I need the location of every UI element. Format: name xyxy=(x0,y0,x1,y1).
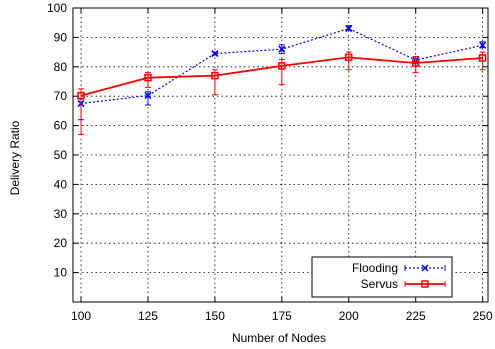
legend-label-flooding: Flooding xyxy=(352,261,398,275)
marker-stroke xyxy=(144,92,152,100)
y-tick-label: 80 xyxy=(54,60,68,74)
data-point-servus xyxy=(278,62,286,70)
y-tick-label: 100 xyxy=(47,1,67,15)
x-tick-label: 150 xyxy=(205,309,225,323)
x-axis-label: Number of Nodes xyxy=(232,331,326,345)
x-tick-label: 250 xyxy=(473,309,493,323)
marker-stroke xyxy=(421,264,429,272)
data-point-servus xyxy=(211,71,219,80)
legend-sample-flooding xyxy=(404,264,446,272)
marker-stroke xyxy=(345,25,353,33)
series-servus xyxy=(77,51,487,135)
legend-marker-servus xyxy=(421,280,429,288)
data-point-flooding xyxy=(345,25,353,33)
x-tick-label: 175 xyxy=(272,309,292,323)
data-point-flooding xyxy=(278,45,286,53)
data-point-servus xyxy=(345,53,353,62)
x-tick-labels: 100 125 150 175 200 225 250 xyxy=(71,309,493,323)
y-tick-label: 20 xyxy=(54,236,68,250)
marker-stroke xyxy=(479,41,487,49)
marker-stroke xyxy=(278,45,286,53)
data-point-servus xyxy=(77,91,85,100)
data-point-flooding xyxy=(479,41,487,49)
axis-ticks xyxy=(73,7,488,302)
data-point-flooding xyxy=(211,50,219,58)
marker-stroke xyxy=(211,50,219,58)
legend: Flooding Servus xyxy=(311,256,453,298)
x-tick-label: 125 xyxy=(138,309,158,323)
y-tick-label: 90 xyxy=(54,30,68,44)
y-tick-label: 70 xyxy=(54,89,68,103)
data-point-servus xyxy=(478,54,487,62)
legend-sample-servus xyxy=(404,280,446,288)
x-tick-label: 100 xyxy=(71,309,91,323)
y-tick-label: 30 xyxy=(54,207,68,221)
x-tick-label: 225 xyxy=(406,309,426,323)
x-tick-label: 200 xyxy=(339,309,359,323)
y-tick-label: 50 xyxy=(54,148,68,162)
y-tick-label: 10 xyxy=(54,266,68,280)
y-axis-label: Delivery Ratio xyxy=(8,120,22,195)
legend-label-servus: Servus xyxy=(361,277,398,291)
data-point-servus xyxy=(411,59,420,67)
legend-box xyxy=(311,256,453,298)
y-tick-label: 60 xyxy=(54,119,68,133)
data-point-servus xyxy=(144,73,152,82)
series-layer xyxy=(77,25,487,135)
y-tick-label: 40 xyxy=(54,177,68,191)
legend-marker-flooding xyxy=(421,264,429,272)
data-point-flooding xyxy=(144,92,152,100)
y-tick-labels: 10 20 30 40 50 60 70 80 90 100 xyxy=(47,1,67,280)
